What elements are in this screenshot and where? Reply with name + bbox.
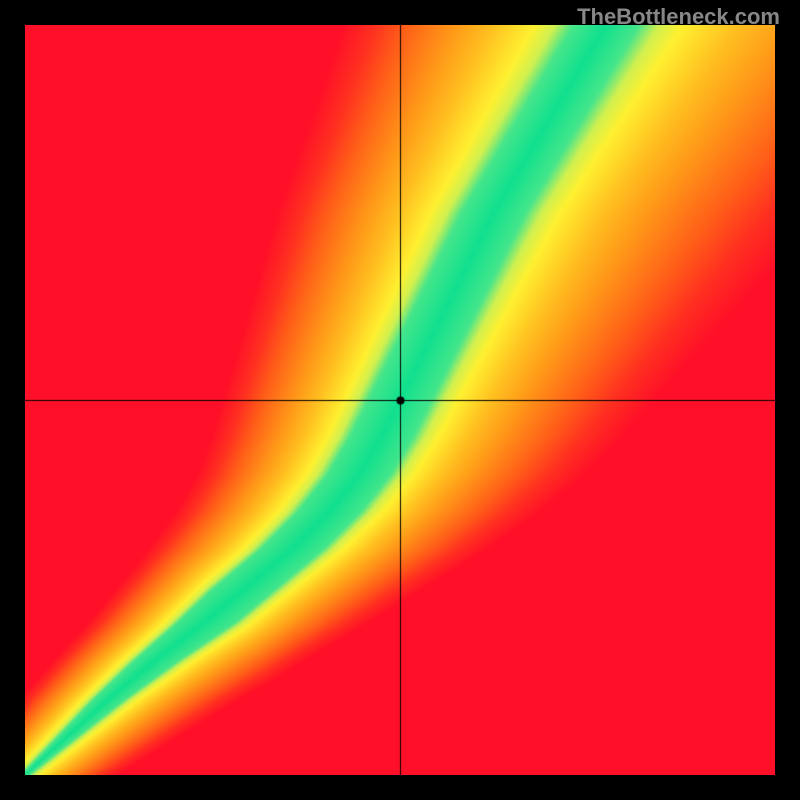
bottleneck-heatmap xyxy=(25,25,775,775)
watermark-text: TheBottleneck.com xyxy=(577,4,780,30)
chart-container: TheBottleneck.com xyxy=(0,0,800,800)
